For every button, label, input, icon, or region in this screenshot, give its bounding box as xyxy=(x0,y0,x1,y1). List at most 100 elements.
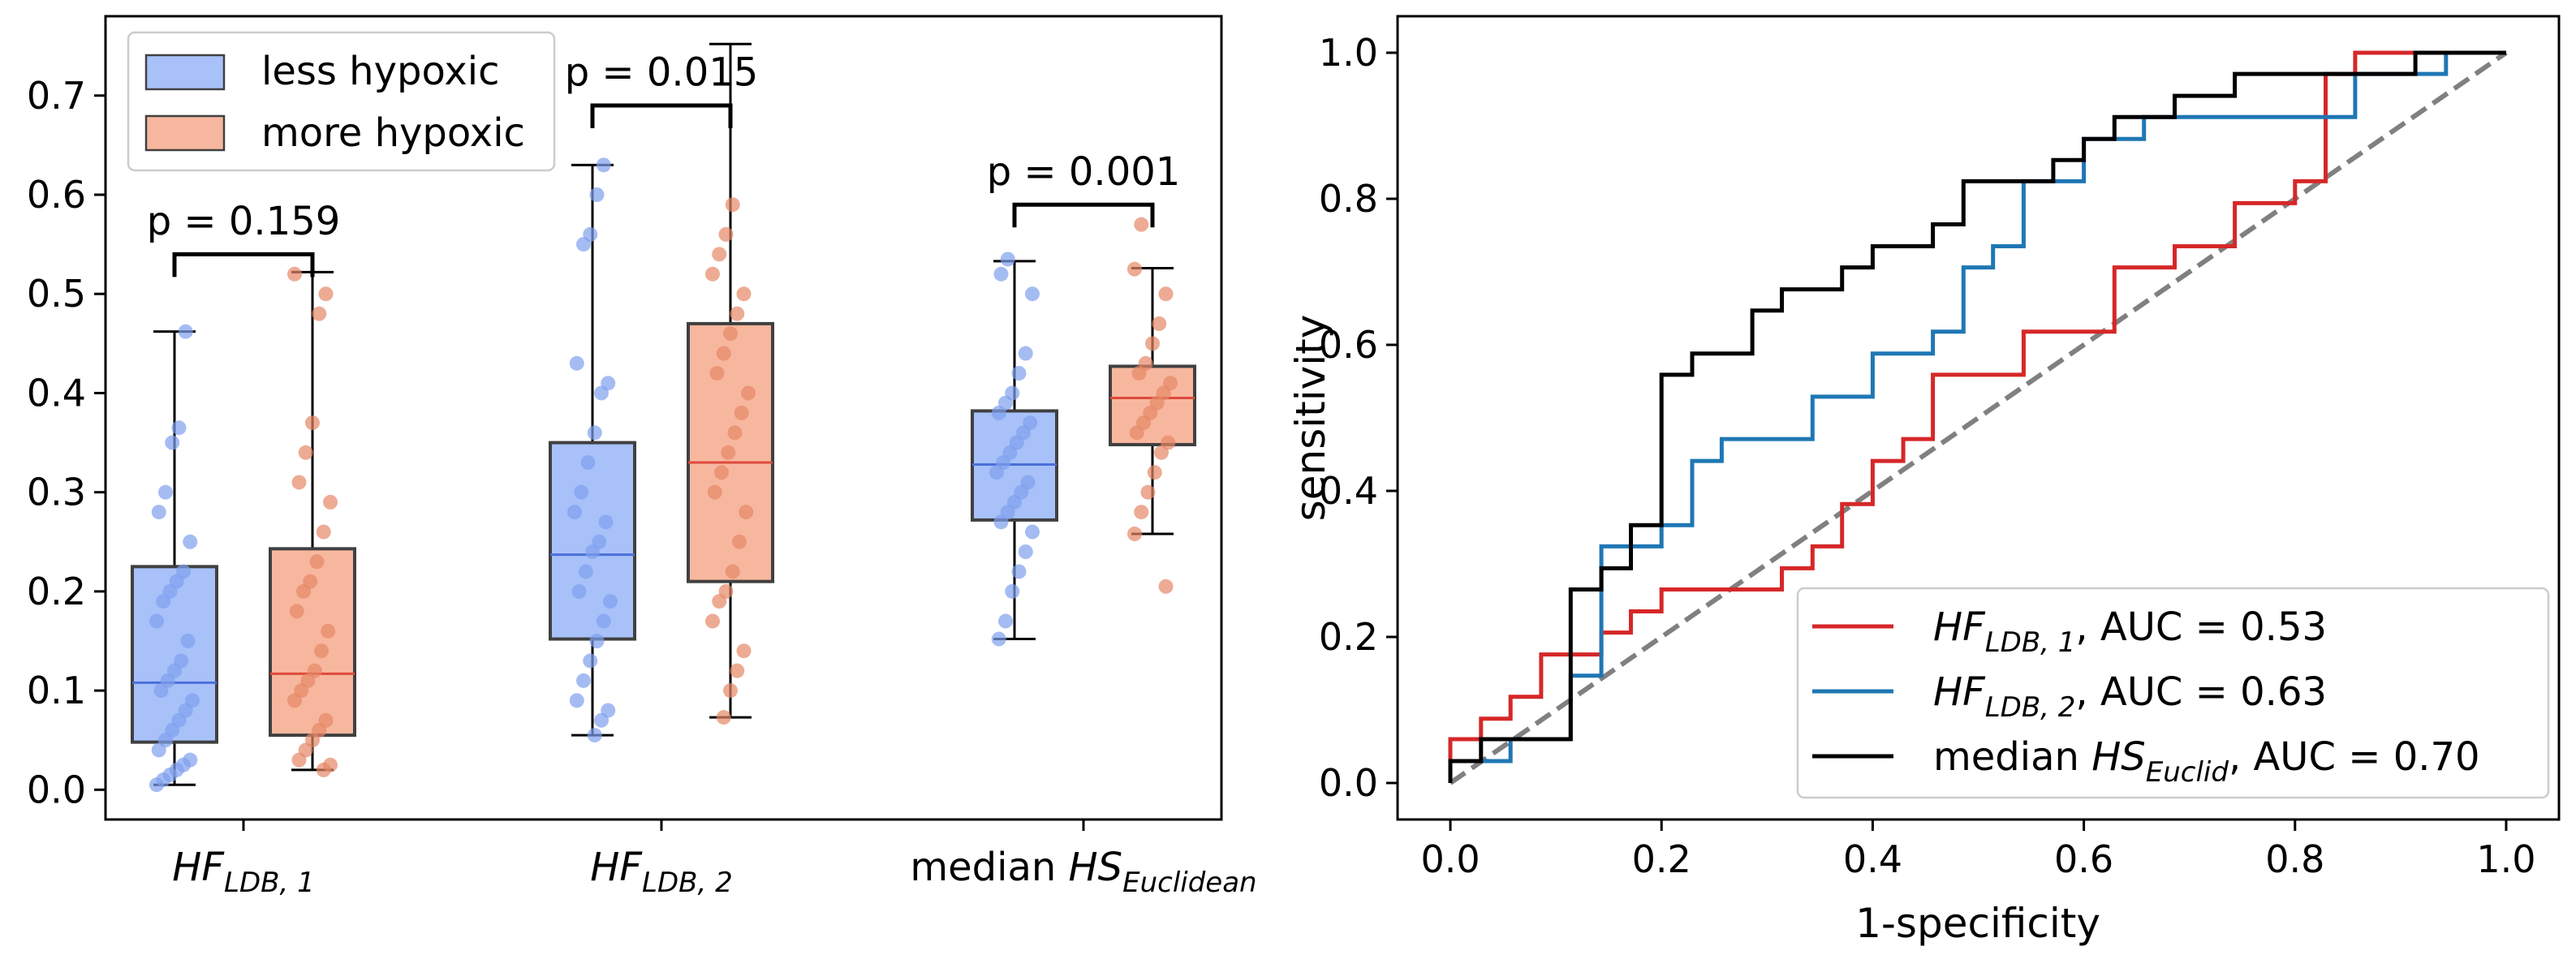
box-more-group-1-point xyxy=(727,425,743,441)
box-more-group-2-point xyxy=(1152,316,1167,331)
box-more-group-0-point xyxy=(303,574,318,589)
box-more-group-2-point xyxy=(1138,355,1153,371)
roc-legend-sub: LDB, 1 xyxy=(1985,626,2076,659)
roc-legend-prefix: median xyxy=(1933,734,2091,780)
box-more-group-0-point xyxy=(298,445,313,460)
box-more-group-1-point xyxy=(707,484,722,500)
roc-x-axis-label: 1-specificity xyxy=(1855,900,2100,947)
box-more-group-0-point xyxy=(318,712,334,728)
y-tick-label: 0.4 xyxy=(27,371,86,415)
box-less-group-0-point xyxy=(174,653,189,669)
x-tick-label: HFLDB, 1 xyxy=(172,845,314,899)
box-less-group-1-point xyxy=(598,514,614,530)
roc-y-tick-label: 0.4 xyxy=(1319,469,1378,513)
box-less-group-0-point xyxy=(180,634,196,648)
p-value-label: p = 0.159 xyxy=(147,199,341,244)
box-more-group-1-point xyxy=(739,505,754,520)
boxplot-y-ticks: 0.0 0.1 0.2 0.3 0.4 0.5 0.6 0.7 xyxy=(27,74,106,811)
box-more-group-1-point xyxy=(730,306,745,321)
x-tick-label-prefix: median xyxy=(910,845,1068,890)
roc-y-tick-label: 0.6 xyxy=(1319,323,1378,367)
box-less-group-1-point xyxy=(571,583,587,599)
x-tick-label-sub: Euclidean xyxy=(1122,867,1257,899)
roc-legend-sub: LDB, 2 xyxy=(1985,691,2076,724)
box-more-group-0-point xyxy=(314,643,329,659)
box-more-group-2-point xyxy=(1147,465,1162,480)
roc-chance-diagonal xyxy=(1449,50,2508,785)
legend-frame xyxy=(127,31,556,172)
box-less-group-1-point xyxy=(583,653,598,669)
box-less-group-0-point xyxy=(158,484,173,500)
box-less-group-1-point xyxy=(567,505,582,520)
box-more-group-0-point xyxy=(323,494,338,510)
roc-legend-suffix: , AUC = 0.53 xyxy=(2075,604,2327,650)
p-value-label: p = 0.001 xyxy=(987,149,1181,195)
box-more-group-0-point xyxy=(309,554,325,570)
significance-bracket xyxy=(1012,202,1155,228)
box-less-group-1-point xyxy=(587,425,602,441)
box-more-group-0-point xyxy=(318,286,334,302)
x-tick-label: median HSEuclidean xyxy=(910,845,1256,899)
boxplot-panel: p = 0.159 p = 0.015 p = 0.001 0.0 0.1 0.2 0.3… xyxy=(27,15,1257,899)
roc-y-tick-label: 0.0 xyxy=(1319,761,1378,805)
box-more-group-2-point xyxy=(1161,435,1176,450)
box-more-group-1-point xyxy=(725,197,740,213)
roc-x-tick-label: 0.8 xyxy=(2265,837,2324,881)
x-tick-label-sub: LDB, 1 xyxy=(224,867,315,899)
roc-legend-suffix: , AUC = 0.70 xyxy=(2229,734,2480,780)
boxplot-x-ticks: HFLDB, 1 HF LDB, 2 median HSEuclidean xyxy=(172,819,1257,899)
legend-swatch-more xyxy=(144,114,226,152)
box-less-group-1-point xyxy=(574,484,589,500)
box-more-group-1-point xyxy=(714,465,729,480)
roc-curve-1 xyxy=(1448,50,2506,783)
roc-x-tick-label: 0.6 xyxy=(2054,837,2113,881)
box-more-group-0-point xyxy=(321,623,336,639)
box-less-group-0-point xyxy=(176,564,191,579)
box-more-group-0-point xyxy=(312,306,327,321)
roc-legend-label-0: HFLDB, 1, AUC = 0.53 xyxy=(1933,604,2327,659)
roc-x-tick-label: 1.0 xyxy=(2476,837,2535,881)
box-more-group-0-point xyxy=(323,757,338,772)
box-more-group-1-point xyxy=(723,326,738,342)
box-more-group-2-point xyxy=(1163,376,1178,391)
box-less-group-0-point xyxy=(151,505,166,520)
box-more-group-0-point xyxy=(287,266,302,282)
box-more-group-2-point xyxy=(1158,286,1174,302)
roc-axes-frame xyxy=(1396,15,2561,821)
box-less-group-0-point xyxy=(171,420,187,436)
box-more-group-0-point xyxy=(291,475,307,490)
box-more-group-0-point xyxy=(316,524,331,540)
box-more-group-1-point xyxy=(709,366,725,381)
roc-y-ticks: 0.0 0.2 0.4 0.6 0.8 1.0 xyxy=(1319,31,1398,805)
y-tick-label: 0.6 xyxy=(27,173,86,217)
roc-y-tick-label: 0.2 xyxy=(1319,615,1378,659)
roc-legend-label-2: median HSEuclid, AUC = 0.70 xyxy=(1933,734,2480,789)
box-less-group-2-point xyxy=(1005,385,1020,401)
legend-label-less: less hypoxic xyxy=(261,49,499,94)
box-more-group-1-point xyxy=(736,643,752,659)
box-more-group-2-point xyxy=(1134,505,1149,520)
x-tick-label-sub: LDB, 2 xyxy=(642,867,733,899)
box-more-group-2-point xyxy=(1127,527,1142,541)
box-more-group-1-point xyxy=(712,247,727,262)
y-tick-label: 0.2 xyxy=(27,570,86,613)
y-tick-label: 0.0 xyxy=(27,768,86,811)
roc-legend-label-1: HFLDB, 2, AUC = 0.63 xyxy=(1933,669,2327,724)
box-less-group-2-point xyxy=(1005,583,1020,599)
roc-legend-frame xyxy=(1796,587,2550,799)
box-less-group-1-point xyxy=(580,455,596,470)
box-less-group-1-point xyxy=(583,226,598,242)
box-more-group-1-point xyxy=(716,710,731,725)
box-more-group-1-point xyxy=(734,405,749,420)
roc-x-tick-label: 0.4 xyxy=(1843,837,1902,881)
box-more-group-1-point xyxy=(730,663,745,678)
roc-curve-0 xyxy=(1448,50,2506,783)
box-less-group-1-point xyxy=(592,534,607,549)
box-more-group-1-point xyxy=(721,445,736,460)
boxplot-content: p = 0.159 p = 0.015 p = 0.001 xyxy=(131,42,1196,793)
box-more-group-1-point xyxy=(736,286,752,302)
box-less-group-2-point xyxy=(1011,366,1027,381)
x-tick-label-main: HF xyxy=(172,845,225,890)
box-more-group-1-point xyxy=(725,564,740,579)
